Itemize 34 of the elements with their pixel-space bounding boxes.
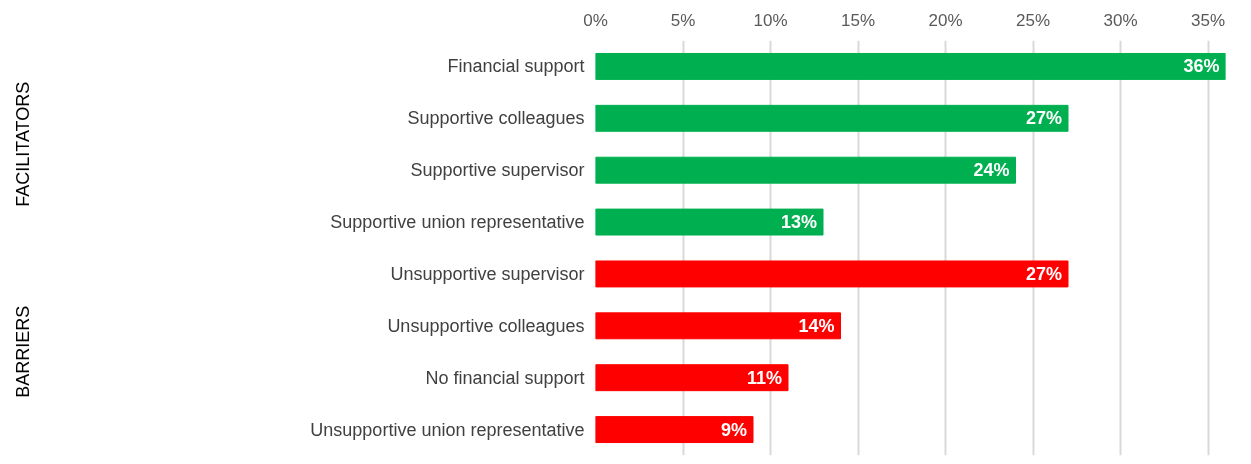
text: FACILITATORS <box>13 81 33 207</box>
text: BARRIERS <box>13 305 33 398</box>
data-label: 24% <box>973 160 1010 181</box>
bar <box>595 156 1016 184</box>
bar <box>595 104 1069 132</box>
x-tick-label: 10% <box>753 10 788 30</box>
y-tick-label: Financial support <box>447 56 585 77</box>
y-tick-label: Supportive union representative <box>330 212 585 233</box>
data-label: 9% <box>720 419 747 440</box>
bar <box>595 208 824 236</box>
bar <box>595 260 1069 288</box>
y-tick-label: Unsupportive colleagues <box>387 315 585 336</box>
bar <box>595 364 789 392</box>
x-tick-label: 30% <box>1103 10 1138 30</box>
x-tick-label: 5% <box>670 10 696 30</box>
x-tick-label: 0% <box>583 10 608 30</box>
y-tick-label: Supportive supervisor <box>410 160 585 181</box>
bar <box>595 312 841 340</box>
y-tick-label: Unsupportive union representative <box>310 419 585 440</box>
x-tick-label: 15% <box>840 10 876 30</box>
bar <box>595 416 754 444</box>
x-tick-label: 35% <box>1190 10 1226 30</box>
y-tick-label: Supportive colleagues <box>407 108 585 129</box>
x-tick-label: 20% <box>928 10 963 30</box>
y-tick-label: No financial support <box>425 367 585 388</box>
y-tick-label: Unsupportive supervisor <box>390 263 585 284</box>
data-label: 14% <box>798 315 835 336</box>
x-tick-label: 25% <box>1015 10 1051 30</box>
data-label: 13% <box>780 212 817 233</box>
data-label: 27% <box>1025 108 1062 129</box>
data-label: 27% <box>1025 263 1062 284</box>
bar <box>595 52 1226 80</box>
data-label: 11% <box>746 367 783 388</box>
data-label: 36% <box>1183 56 1220 77</box>
